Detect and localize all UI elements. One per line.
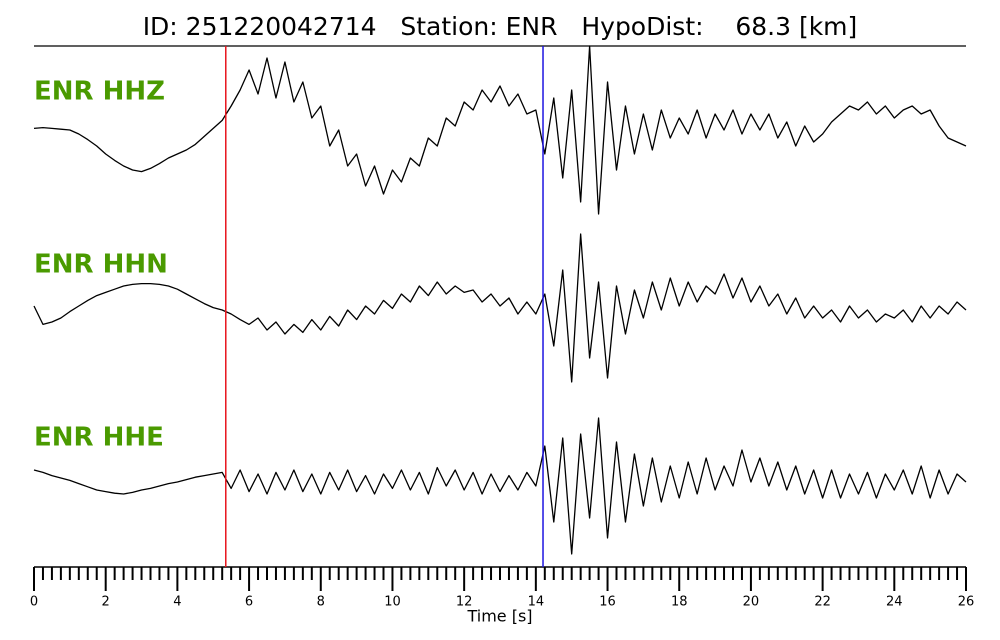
chart-title: ID: 251220042714 Station: ENR HypoDist: … (143, 12, 858, 41)
waveform (33, 417, 967, 555)
x-tick-label: 12 (456, 595, 473, 610)
x-tick-label: 8 (317, 595, 325, 610)
x-tick-label: 20 (743, 595, 760, 610)
x-tick-label: 26 (958, 595, 975, 610)
x-tick-label: 2 (102, 595, 110, 610)
x-tick-label: 4 (173, 595, 181, 610)
x-tick-label: 18 (671, 595, 688, 610)
trace-label: ENR HHN (34, 250, 168, 280)
x-tick-label: 16 (599, 595, 616, 610)
x-tick-label: 22 (814, 595, 831, 610)
trace-label: ENR HHZ (34, 77, 165, 107)
x-tick-label: 6 (245, 595, 253, 610)
x-tick-label: 14 (528, 595, 545, 610)
waveform (33, 45, 967, 215)
x-tick-label: 0 (30, 595, 38, 610)
x-axis-label: Time [s] (466, 607, 532, 626)
x-tick-label: 10 (384, 595, 401, 610)
waveform (33, 233, 967, 383)
x-tick-label: 24 (886, 595, 903, 610)
trace-label: ENR HHE (34, 423, 164, 453)
